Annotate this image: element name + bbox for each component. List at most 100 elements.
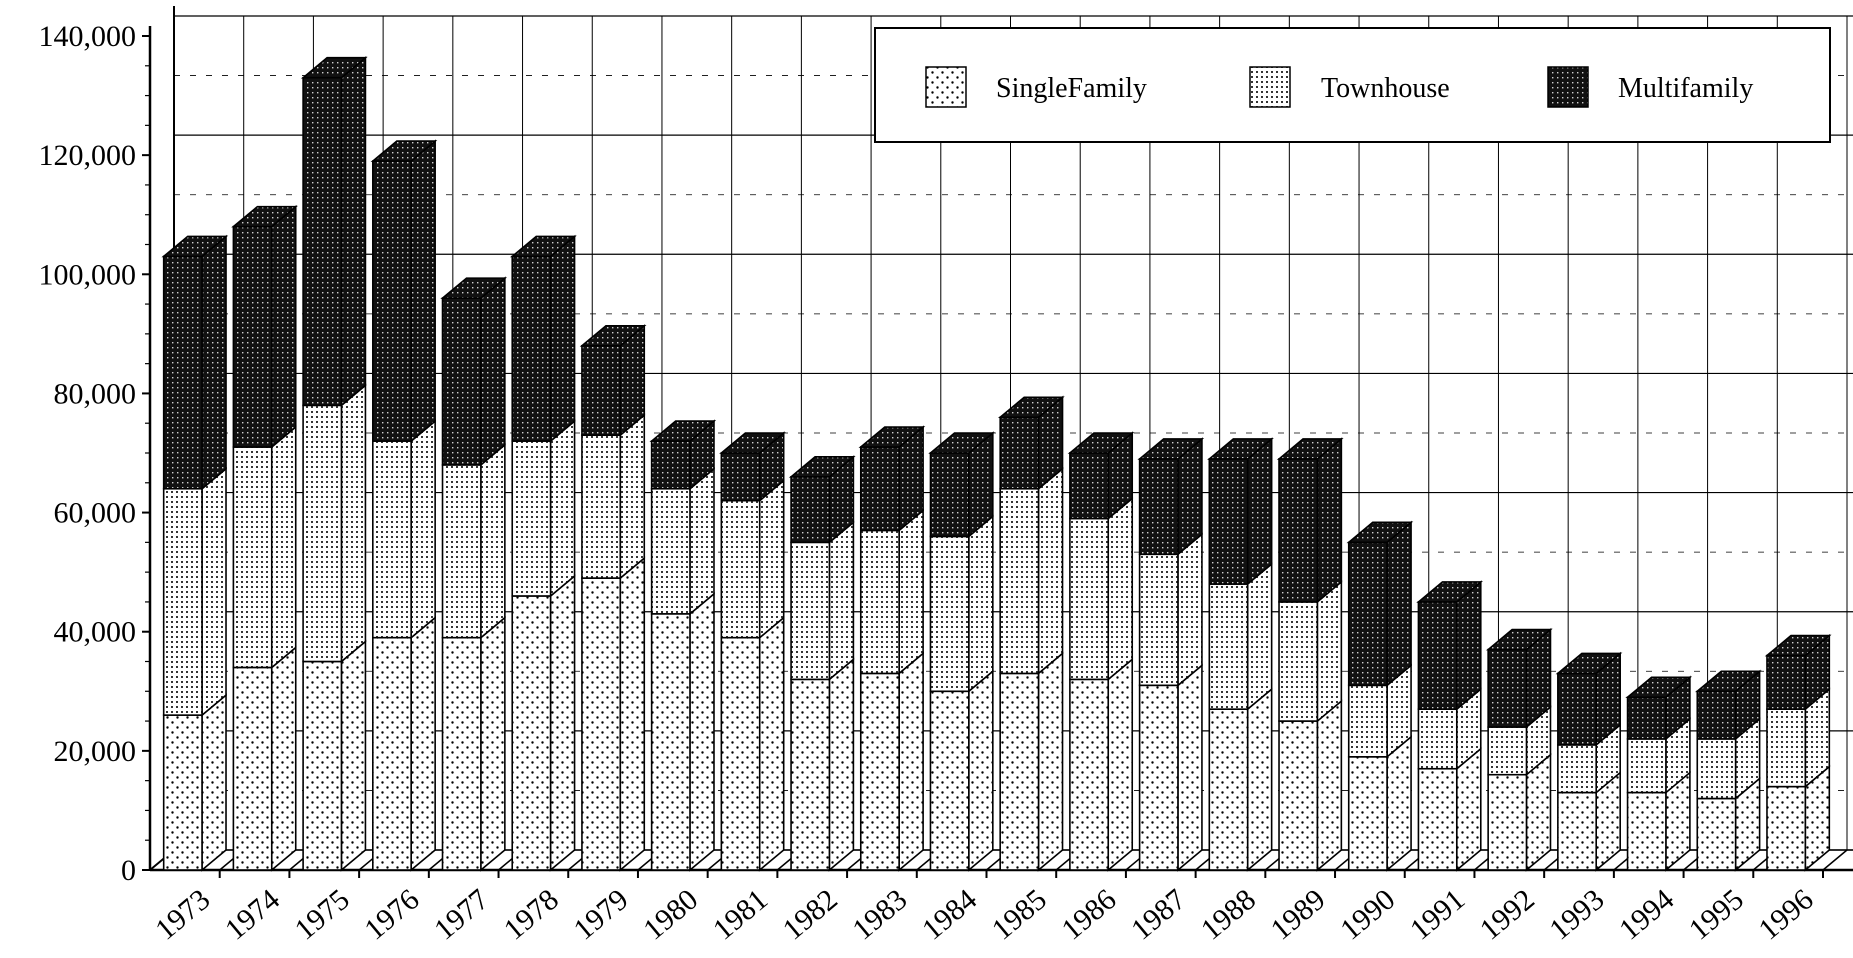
bar-top <box>161 235 229 258</box>
bar-front <box>929 690 970 871</box>
bar-segment-singlefamily-1995 <box>1696 776 1761 872</box>
bar-segment-townhouse-1987 <box>1138 532 1203 688</box>
bar-side <box>1107 496 1134 682</box>
bar-side <box>1177 532 1203 688</box>
bar-segment-multifamily-1980 <box>649 419 717 491</box>
bar-front <box>581 344 622 436</box>
bar-front <box>162 487 203 716</box>
bar-top <box>1416 581 1483 603</box>
x-tick-label: 1992 <box>1474 883 1541 947</box>
bar-top <box>1695 670 1762 693</box>
bar-segment-singlefamily-1993 <box>1557 770 1621 872</box>
bar-front <box>650 440 691 490</box>
bar-front <box>1347 541 1388 687</box>
bar-segment-multifamily-1974 <box>231 204 298 449</box>
bar-segment-singlefamily-1991 <box>1417 747 1482 872</box>
x-tick-label: 1979 <box>567 883 634 947</box>
bar-top <box>928 432 996 454</box>
bar-segment-townhouse-1974 <box>232 425 297 670</box>
bar-front <box>1417 767 1458 871</box>
bar-segment-singlefamily-1975 <box>302 639 367 872</box>
bar-top <box>997 396 1065 419</box>
floor-divider <box>1822 849 1848 871</box>
bar-segment-singlefamily-1985 <box>999 651 1064 872</box>
bar-segment-townhouse-1984 <box>929 514 994 693</box>
bar-top <box>1207 438 1274 460</box>
bar-front <box>1766 785 1807 871</box>
bar-front <box>1766 708 1807 788</box>
bar-side <box>1316 699 1343 872</box>
bar-segment-townhouse-1982 <box>790 520 855 682</box>
bar-side <box>1386 520 1412 688</box>
bar-top <box>440 277 508 299</box>
x-tick-label: 1984 <box>916 883 983 947</box>
bar-top <box>1346 521 1414 544</box>
x-tick-label: 1983 <box>846 883 913 947</box>
x-tick-label: 1986 <box>1055 883 1122 947</box>
bar-front <box>441 297 482 466</box>
bar-front <box>1696 797 1737 871</box>
bar-top <box>231 205 298 228</box>
bar-segment-townhouse-1981 <box>720 478 785 640</box>
x-tick-label: 1982 <box>777 883 844 947</box>
bar-segment-multifamily-1994 <box>1625 675 1693 741</box>
x-tick-label: 1995 <box>1683 883 1750 947</box>
bar-segment-singlefamily-1987 <box>1138 663 1203 872</box>
x-tick-label: 1985 <box>986 883 1053 947</box>
bar-front <box>720 499 761 639</box>
bar-segment-townhouse-1980 <box>650 467 715 616</box>
y-tick-label: 60,000 <box>54 497 137 530</box>
bar-side <box>1246 687 1273 872</box>
bar-side <box>201 693 227 872</box>
bar-segment-multifamily-1977 <box>440 276 508 467</box>
bar-segment-multifamily-1991 <box>1416 580 1483 711</box>
bar-front <box>302 404 343 663</box>
bar-front <box>162 714 203 871</box>
bar-side <box>480 443 506 640</box>
x-tick-label: 1987 <box>1125 883 1192 947</box>
bar-front <box>1347 756 1388 871</box>
y-tick-label: 0 <box>121 854 136 887</box>
bar-front <box>1138 684 1179 871</box>
bar-segment-singlefamily-1980 <box>650 592 715 872</box>
bar-segment-multifamily-1986 <box>1067 431 1135 521</box>
bar-front <box>720 636 761 871</box>
bar-segment-multifamily-1976 <box>370 139 438 443</box>
bar-segment-townhouse-1991 <box>1417 687 1482 771</box>
bar-side <box>1386 735 1412 872</box>
bar-front <box>1487 726 1528 776</box>
bar-front <box>1626 738 1667 794</box>
x-tick-label: 1991 <box>1404 883 1471 947</box>
bar-segment-townhouse-1988 <box>1208 562 1273 711</box>
bar-side <box>410 419 436 640</box>
bar-front <box>1557 672 1597 746</box>
y-tick-label: 80,000 <box>54 377 137 410</box>
y-tick-label: 120,000 <box>39 139 137 172</box>
bar-side <box>1316 437 1343 604</box>
bar-front <box>441 464 482 639</box>
bar-top <box>1555 652 1623 675</box>
bar-front <box>999 672 1040 871</box>
bar-side <box>1177 663 1203 872</box>
x-tick-label: 1988 <box>1195 883 1262 947</box>
bar-front <box>1626 696 1667 740</box>
y-tick-label: 20,000 <box>54 735 137 768</box>
bar-side <box>619 556 646 872</box>
bar-top <box>1625 676 1693 699</box>
bar-segment-multifamily-1979 <box>579 324 647 437</box>
bar-segment-singlefamily-1989 <box>1278 699 1343 872</box>
bar-segment-multifamily-1992 <box>1485 627 1553 729</box>
bar-side <box>549 234 576 443</box>
bar-front <box>859 672 900 871</box>
bar-front <box>1208 583 1249 710</box>
x-tick-labels: 1973 1974 1975 1976 1977 1978 1979 1980 1981 1982… <box>149 883 1819 947</box>
bar-front <box>1069 517 1110 681</box>
legend-swatch-multifamily <box>1547 66 1589 108</box>
bar-side <box>270 645 297 872</box>
bar-side <box>828 520 855 682</box>
legend-label-singlefamily: SingleFamily <box>996 73 1147 104</box>
bar-front <box>859 446 900 532</box>
bar-side <box>1246 437 1273 586</box>
bar-segment-townhouse-1973 <box>162 467 227 717</box>
bar-front <box>1138 458 1179 556</box>
